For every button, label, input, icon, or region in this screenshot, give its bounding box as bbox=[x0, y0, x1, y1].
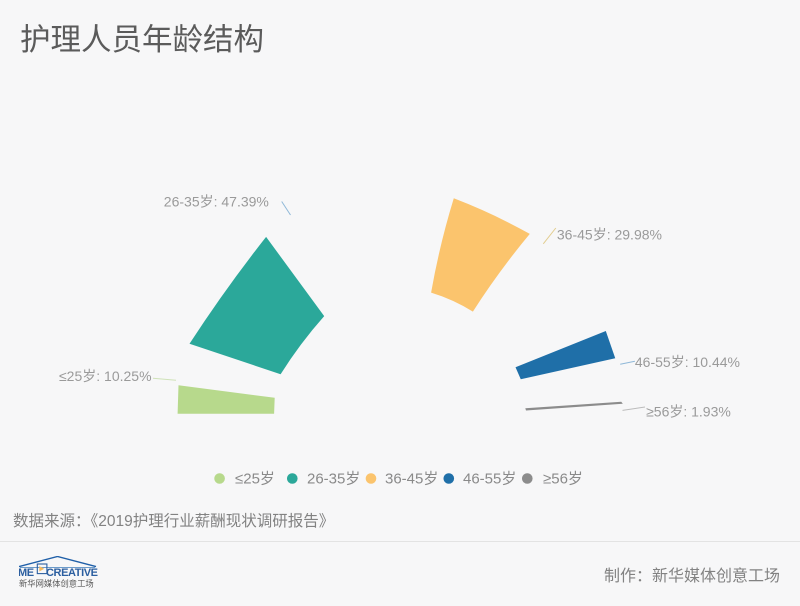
svg-text:26-35岁: 47.39%: 26-35岁: 47.39% bbox=[164, 194, 269, 210]
svg-text:36-45岁: 36-45岁 bbox=[385, 471, 438, 488]
svg-text:≤25岁: 10.25%: ≤25岁: 10.25% bbox=[59, 368, 152, 384]
svg-text:46-55岁: 46-55岁 bbox=[463, 471, 516, 488]
svg-text:≤25岁: ≤25岁 bbox=[235, 471, 275, 488]
svg-text:36-45岁: 29.98%: 36-45岁: 29.98% bbox=[557, 227, 662, 243]
svg-text:26-35岁: 26-35岁 bbox=[307, 471, 360, 488]
svg-text:≥56岁: ≥56岁 bbox=[543, 471, 583, 488]
svg-text:46-55岁: 10.44%: 46-55岁: 10.44% bbox=[635, 354, 740, 370]
svg-text:≥56岁: 1.93%: ≥56岁: 1.93% bbox=[646, 403, 731, 419]
